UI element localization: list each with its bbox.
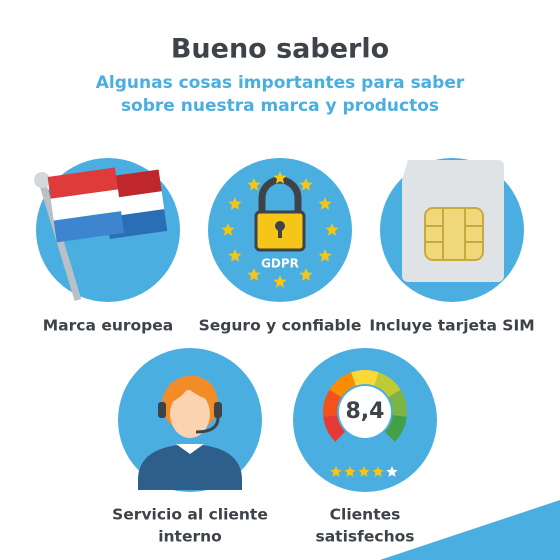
rating-star	[372, 466, 384, 477]
gauge-segment	[323, 415, 346, 442]
subtitle: Algunas cosas importantes para saber	[96, 73, 465, 93]
gauge-segment	[374, 372, 401, 398]
feature-label: Seguro y confiable	[199, 317, 362, 335]
rating-star	[344, 466, 356, 477]
gauge-segment	[384, 415, 407, 442]
feature-label: satisfechos	[316, 528, 415, 546]
badge: GDPR	[261, 257, 299, 271]
corner-decoration	[380, 500, 560, 560]
gdpr-icon: GDPR	[208, 158, 352, 302]
eu-star	[299, 268, 313, 281]
rating-icon: 8,4	[293, 348, 437, 492]
eu-star	[247, 178, 261, 191]
subtitle: sobre nuestra marca y productos	[121, 96, 439, 116]
eu-star	[318, 249, 332, 262]
rating-star	[358, 466, 370, 477]
feature-label: Marca europea	[43, 317, 173, 335]
support-icon	[118, 348, 262, 492]
feature-label: Incluye tarjeta SIM	[369, 317, 534, 335]
sim-icon	[380, 158, 524, 302]
feature-label: Servicio al cliente	[112, 506, 268, 524]
eu-star	[221, 223, 235, 236]
eu-star	[228, 249, 242, 262]
title: Bueno saberlo	[171, 34, 389, 65]
eu-star	[273, 275, 287, 288]
eu-star	[228, 197, 242, 210]
gauge-segment	[388, 389, 407, 417]
gauge-segment	[351, 370, 379, 386]
gauge-segment	[323, 389, 342, 417]
eu-star	[299, 178, 313, 191]
flag-icon	[34, 158, 180, 302]
eu-star	[247, 268, 261, 281]
rating-star	[386, 466, 398, 477]
eu-star	[273, 171, 287, 184]
feature-label: interno	[158, 528, 222, 546]
rating-star	[330, 466, 342, 477]
eu-star	[325, 223, 339, 236]
feature-label: Clientes	[330, 506, 401, 524]
eu-star	[318, 197, 332, 210]
score: 8,4	[346, 399, 385, 424]
gauge-segment	[329, 372, 356, 398]
